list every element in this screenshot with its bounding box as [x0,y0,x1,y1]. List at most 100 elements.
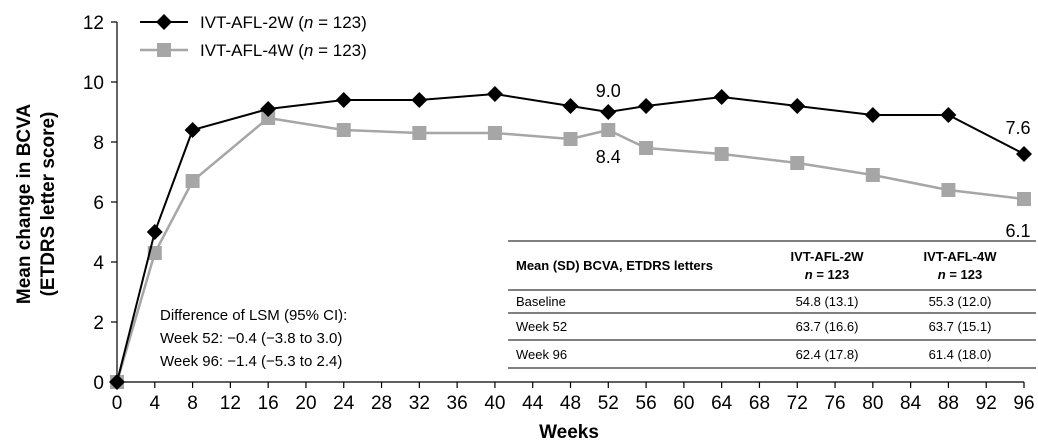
series-layer [109,86,1032,390]
legend-label-2w: IVT-AFL-2W (n = 123) [200,13,367,32]
table-col2-name: IVT-AFL-4W [924,249,998,264]
table-cell: 62.4 (17.8) [796,347,859,362]
legend-n-2w: = 123 [318,13,361,32]
data-point-4w [487,126,502,140]
x-tick-label: 40 [484,393,505,414]
data-point-2w [789,98,806,114]
table-row-label: Baseline [516,294,566,309]
table-cell: 54.8 (13.1) [796,294,859,309]
data-point-4w [790,156,805,170]
table-cell: 61.4 (18.0) [929,347,992,362]
table-row-label: Week 52 [516,319,567,334]
table-cell: 55.3 (12.0) [929,294,992,309]
table-header-label: Mean (SD) BCVA, ETDRS letters [516,258,713,273]
data-point-2w [109,374,125,390]
y-tick-label: 8 [93,133,104,154]
table-row-label: Week 96 [516,347,567,362]
lsm-note-title: Difference of LSM (95% CI): [160,307,347,324]
value-annotations: 9.0 8.4 7.6 6.1 [596,81,1031,241]
legend-n-4w: = 123 [318,41,361,60]
data-point-4w [639,141,654,155]
legend-diamond-icon [156,14,172,30]
data-point-4w [1017,192,1031,206]
summary-table: Mean (SD) BCVA, ETDRS letters IVT-AFL-2W… [508,240,1036,369]
table-cell: 63.7 (15.1) [929,319,992,334]
lsm-note-week52: Week 52: −0.4 (−3.8 to 3.0) [160,330,342,347]
x-tick-label: 96 [1013,393,1034,414]
table-cell: 63.7 (16.6) [796,319,859,334]
data-point-2w [600,104,617,120]
data-point-4w [261,111,276,125]
data-point-2w [146,224,163,240]
y-tick-label: 10 [83,73,104,94]
x-tick-label: 44 [522,393,544,414]
x-tick-label: 20 [295,393,316,414]
x-tick-label: 52 [598,393,619,414]
x-tick-labels: 0 4 8 12 16 20 24 28 32 36 40 44 48 52 56 60 64 68 72 76 80 8… [112,393,1035,414]
data-point-2w [638,98,655,114]
table-background [508,241,1036,369]
data-point-2w [335,92,352,108]
legend-series-name-2w: IVT-AFL-2W [200,13,294,32]
y-axis-title-line2: (ETDRS letter score) [38,112,59,297]
lsm-note: Difference of LSM (95% CI): Week 52: −0.… [160,307,347,370]
data-point-4w [714,147,729,161]
table-col1-name: IVT-AFL-2W [791,249,865,264]
x-tick-label: 56 [636,393,657,414]
data-point-4w [601,123,616,137]
y-axis-title-line1: Mean change in BCVA [14,104,35,305]
y-tick-label: 0 [93,373,104,394]
x-tick-label: 68 [749,393,770,414]
y-tick-label: 2 [93,313,104,334]
data-point-2w [940,107,957,123]
table-col2-n: n = 123 [938,267,982,282]
table-col1-n: n = 123 [805,267,849,282]
data-label: 8.4 [596,147,621,167]
x-tick-label: 36 [447,393,468,414]
legend-label-4w: IVT-AFL-4W (n = 123) [200,41,367,60]
x-tick-label: 60 [673,393,694,414]
x-tick-label: 0 [112,393,123,414]
legend: IVT-AFL-2W (n = 123) IVT-AFL-4W (n = 123… [140,13,367,60]
x-tick-label: 48 [560,393,581,414]
x-tick-label: 12 [220,393,241,414]
data-label: 9.0 [596,81,621,101]
x-tick-label: 88 [938,393,959,414]
x-tick-label: 92 [976,393,997,414]
x-tick-label: 32 [409,393,430,414]
data-point-2w [562,98,579,114]
x-tick-label: 28 [371,393,392,414]
axes [111,21,1025,388]
y-tick-labels: 0 2 4 6 8 10 12 [83,13,105,394]
x-axis-title: Weeks [539,422,599,442]
x-tick-label: 72 [787,393,808,414]
data-point-4w [941,183,956,197]
data-point-4w [412,126,427,140]
legend-square-icon [157,43,171,57]
data-point-2w [864,107,881,123]
x-tick-label: 4 [150,393,161,414]
y-tick-label: 6 [93,193,104,214]
data-point-2w [713,89,730,105]
data-point-2w [184,122,201,138]
data-point-2w [260,101,277,117]
x-tick-label: 8 [187,393,198,414]
x-tick-label: 24 [333,393,355,414]
legend-series-name-4w: IVT-AFL-4W [200,41,294,60]
data-point-2w [1016,146,1032,162]
data-label: 6.1 [1005,221,1030,241]
data-point-2w [411,92,428,108]
data-point-2w [486,86,503,102]
x-tick-label: 84 [900,393,922,414]
lsm-note-week96: Week 96: −1.4 (−5.3 to 2.4) [160,353,342,370]
data-label: 7.6 [1005,118,1030,138]
data-point-4w [865,168,880,182]
data-point-4w [336,123,351,137]
x-tick-label: 76 [824,393,845,414]
data-point-4w [563,132,578,146]
data-point-4w [185,174,200,188]
x-tick-label: 80 [862,393,883,414]
x-tick-label: 64 [711,393,733,414]
y-tick-label: 4 [93,253,104,274]
